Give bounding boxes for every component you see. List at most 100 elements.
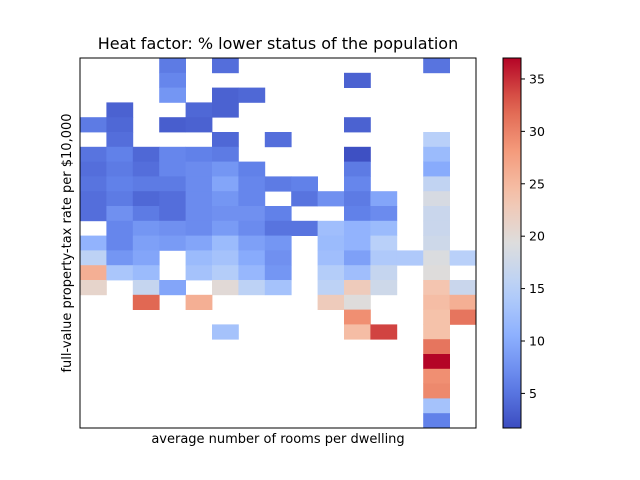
heatmap-cell: [132, 176, 160, 192]
heatmap-cell: [132, 191, 160, 207]
heatmap-cell: [344, 117, 371, 133]
heatmap-cell: [344, 250, 371, 266]
heatmap-cell: [264, 235, 292, 251]
heatmap-cell: [423, 383, 450, 399]
heatmap-cell: [106, 220, 134, 236]
heatmap-cell: [238, 220, 266, 236]
heatmap-cell: [370, 191, 398, 207]
heatmap-cell: [238, 161, 266, 177]
heatmap-cell: [423, 176, 450, 192]
heatmap-cell: [212, 146, 239, 162]
heatmap-cell: [132, 280, 160, 296]
heatmap-cell: [185, 206, 213, 222]
heatmap-cell: [159, 191, 186, 207]
heatmap-cell: [159, 58, 186, 74]
heatmap-cell: [423, 235, 450, 251]
heatmap-cell: [159, 146, 186, 162]
heatmap-cell: [212, 324, 239, 340]
heatmap-cell: [344, 191, 371, 207]
heatmap-cell: [344, 324, 371, 340]
heatmap-cell: [185, 146, 213, 162]
heatmap-cell: [212, 220, 239, 236]
heatmap-cell: [344, 206, 371, 222]
heatmap-cell: [317, 220, 345, 236]
heatmap-cell: [344, 309, 371, 325]
heatmap-cell: [212, 176, 239, 192]
heatmap-cell: [264, 250, 292, 266]
heatmap-cell: [238, 235, 266, 251]
heatmap-cell: [423, 324, 450, 340]
heatmap-cell: [159, 220, 186, 236]
heatmap-cell: [159, 72, 186, 88]
heatmap-cell: [344, 220, 371, 236]
heatmap-cell: [344, 235, 371, 251]
heatmap-cell: [370, 235, 398, 251]
heatmap-cell: [423, 191, 450, 207]
colorbar-tick-label: 5: [529, 386, 537, 401]
heatmap-cell: [423, 161, 450, 177]
heatmap-cell: [264, 132, 292, 148]
heatmap-cell: [185, 161, 213, 177]
heatmap-cell: [370, 265, 398, 281]
heatmap-cell: [423, 265, 450, 281]
heatmap-cell: [238, 191, 266, 207]
heatmap-cell: [106, 235, 134, 251]
heatmap-cell: [344, 265, 371, 281]
heatmap-cell: [106, 206, 134, 222]
heatmap-cell: [317, 265, 345, 281]
heatmap-cell: [106, 250, 134, 266]
heatmap-cell: [159, 176, 186, 192]
heatmap-cell: [370, 280, 398, 296]
heatmap-cell: [212, 87, 239, 103]
heatmap-cell: [423, 58, 450, 74]
heatmap-cell: [212, 132, 239, 148]
heatmap-cell: [132, 235, 160, 251]
heatmap-cell: [238, 206, 266, 222]
heatmap-cell: [159, 235, 186, 251]
heatmap-cell: [238, 176, 266, 192]
heatmap-cell: [185, 235, 213, 251]
heatmap-cell: [132, 250, 160, 266]
heatmap-cell: [212, 161, 239, 177]
heatmap-cell: [264, 220, 292, 236]
heatmap-cell: [185, 220, 213, 236]
heatmap-cell: [344, 294, 371, 310]
heatmap-cell: [449, 294, 477, 310]
heatmap-cell: [370, 324, 398, 340]
heatmap-cell: [238, 280, 266, 296]
heatmap-cell: [423, 294, 450, 310]
heatmap-cell: [159, 161, 186, 177]
heatmap-cell: [106, 161, 134, 177]
heatmap-cell: [106, 146, 134, 162]
heatmap-cell: [80, 176, 107, 192]
x-axis-label: average number of rooms per dwelling: [151, 432, 404, 447]
heatmap-cell: [238, 87, 266, 103]
heatmap-cell: [132, 146, 160, 162]
heatmap-cell: [423, 398, 450, 414]
heatmap-cell: [80, 265, 107, 281]
heatmap-cell: [344, 146, 371, 162]
heatmap-cell: [344, 161, 371, 177]
heatmap-cell: [317, 191, 345, 207]
colorbar-tick-label: 10: [529, 334, 545, 349]
heatmap-cell: [264, 206, 292, 222]
heatmap-cell: [344, 280, 371, 296]
heatmap-cell: [80, 146, 107, 162]
heatmap-cell: [185, 176, 213, 192]
heatmap-cells: [80, 58, 477, 429]
heatmap-cell: [106, 102, 134, 118]
plot-frame: [79, 57, 477, 429]
heatmap-cell: [370, 220, 398, 236]
heatmap-cell: [80, 161, 107, 177]
heatmap-cell: [185, 294, 213, 310]
heatmap-cell: [212, 206, 239, 222]
heatmap-cell: [106, 176, 134, 192]
heatmap-cell: [159, 87, 186, 103]
heatmap-cell: [185, 250, 213, 266]
heatmap-cell: [423, 206, 450, 222]
heatmap-cell: [264, 176, 292, 192]
heatmap-cell: [423, 132, 450, 148]
heatmap-cell: [185, 191, 213, 207]
heatmap-cell: [264, 280, 292, 296]
